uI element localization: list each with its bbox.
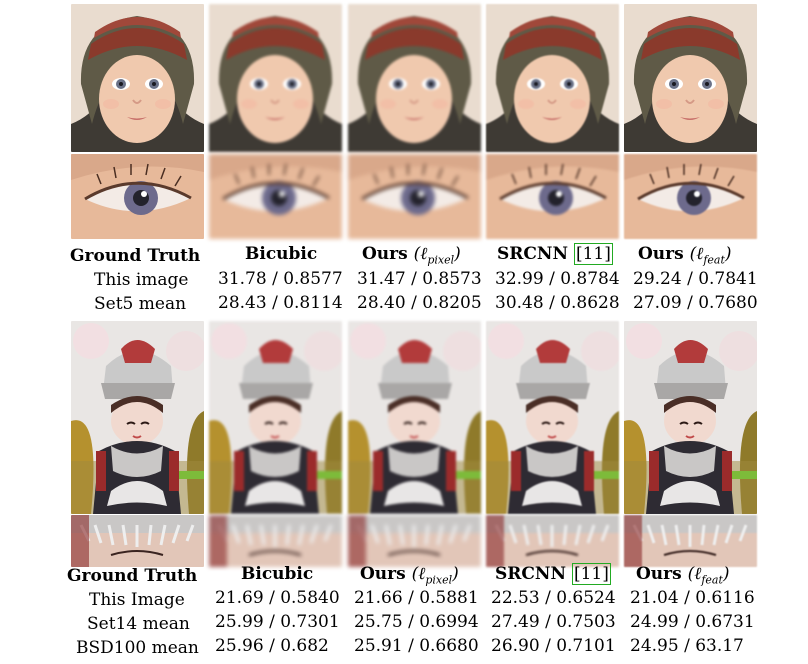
top-row-value: 29.24 / 0.7841 bbox=[633, 269, 758, 289]
bottom-row-value: 21.69 / 0.5840 bbox=[215, 588, 340, 608]
top-row-value: 32.99 / 0.8784 bbox=[495, 269, 620, 289]
girl-srcnn-crop bbox=[486, 515, 619, 567]
girl-ground-truth-image bbox=[71, 321, 204, 514]
girl-ours-pixel-image bbox=[348, 321, 481, 514]
bottom-header-ours-pixel: Ours (ℓpixel) bbox=[360, 564, 459, 587]
bottom-header-srcnn: SRCNN [11] bbox=[495, 563, 611, 585]
bottom-header-bicubic: Bicubic bbox=[241, 564, 314, 584]
baby-ground-truth-image bbox=[71, 4, 204, 152]
top-row-value: 27.09 / 0.7680 bbox=[633, 293, 758, 313]
girl-bicubic-image bbox=[209, 321, 342, 514]
bottom-row-label: BSD100 mean bbox=[76, 638, 199, 658]
bottom-header-ground-truth: Ground Truth bbox=[67, 566, 198, 586]
top-row-value: 28.40 / 0.8205 bbox=[357, 293, 482, 313]
girl-srcnn-image bbox=[486, 321, 619, 514]
baby-ours-pixel-image bbox=[348, 4, 481, 152]
baby-ours-feat-image bbox=[624, 4, 757, 152]
bottom-row-value: 25.75 / 0.6994 bbox=[354, 612, 479, 632]
citation-ref-11[interactable]: [11] bbox=[573, 243, 613, 265]
top-header-ours-feat: Ours (ℓfeat) bbox=[638, 244, 732, 267]
bottom-row-value: 25.96 / 0.682 bbox=[215, 636, 329, 656]
eye-ours-pixel-crop bbox=[348, 154, 481, 239]
top-header-ours-pixel: Ours (ℓpixel) bbox=[362, 244, 461, 267]
girl-ours-pixel-crop bbox=[348, 515, 481, 567]
citation-ref-11[interactable]: [11] bbox=[571, 563, 611, 585]
top-row-value: 31.47 / 0.8573 bbox=[357, 269, 482, 289]
bottom-row-value: 25.99 / 0.7301 bbox=[215, 612, 340, 632]
bottom-header-ours-feat: Ours (ℓfeat) bbox=[636, 564, 730, 587]
girl-bicubic-crop bbox=[209, 515, 342, 567]
bottom-row-value: 24.95 / 63.17 bbox=[630, 636, 744, 656]
eye-ours-feat-crop bbox=[624, 154, 757, 239]
top-row-value: 28.43 / 0.8114 bbox=[218, 293, 343, 313]
baby-bicubic-image bbox=[209, 4, 342, 152]
top-header-bicubic: Bicubic bbox=[245, 244, 318, 264]
eye-bicubic-crop bbox=[209, 154, 342, 239]
top-header-srcnn: SRCNN [11] bbox=[497, 243, 613, 265]
bottom-row-value: 24.99 / 0.6731 bbox=[630, 612, 755, 632]
bottom-row-value: 21.04 / 0.6116 bbox=[630, 588, 755, 608]
bottom-row-value: 21.66 / 0.5881 bbox=[354, 588, 479, 608]
bottom-row-value: 27.49 / 0.7503 bbox=[491, 612, 616, 632]
bottom-row-value: 25.91 / 0.6680 bbox=[354, 636, 479, 656]
top-row-value: 31.78 / 0.8577 bbox=[218, 269, 343, 289]
girl-ours-feat-crop bbox=[624, 515, 757, 567]
baby-srcnn-image bbox=[486, 4, 619, 152]
girl-ground-truth-crop bbox=[71, 515, 204, 567]
eye-srcnn-crop bbox=[486, 154, 619, 239]
bottom-row-label: Set14 mean bbox=[87, 614, 190, 634]
bottom-row-value: 22.53 / 0.6524 bbox=[491, 588, 616, 608]
top-row-label: Set5 mean bbox=[94, 294, 187, 314]
top-row-label: This image bbox=[94, 270, 189, 290]
top-header-ground-truth: Ground Truth bbox=[70, 246, 201, 266]
bottom-row-value: 26.90 / 0.7101 bbox=[491, 636, 616, 656]
bottom-row-label: This Image bbox=[89, 590, 185, 610]
eye-ground-truth-crop bbox=[71, 154, 204, 239]
top-row-value: 30.48 / 0.8628 bbox=[495, 293, 620, 313]
girl-ours-feat-image bbox=[624, 321, 757, 514]
